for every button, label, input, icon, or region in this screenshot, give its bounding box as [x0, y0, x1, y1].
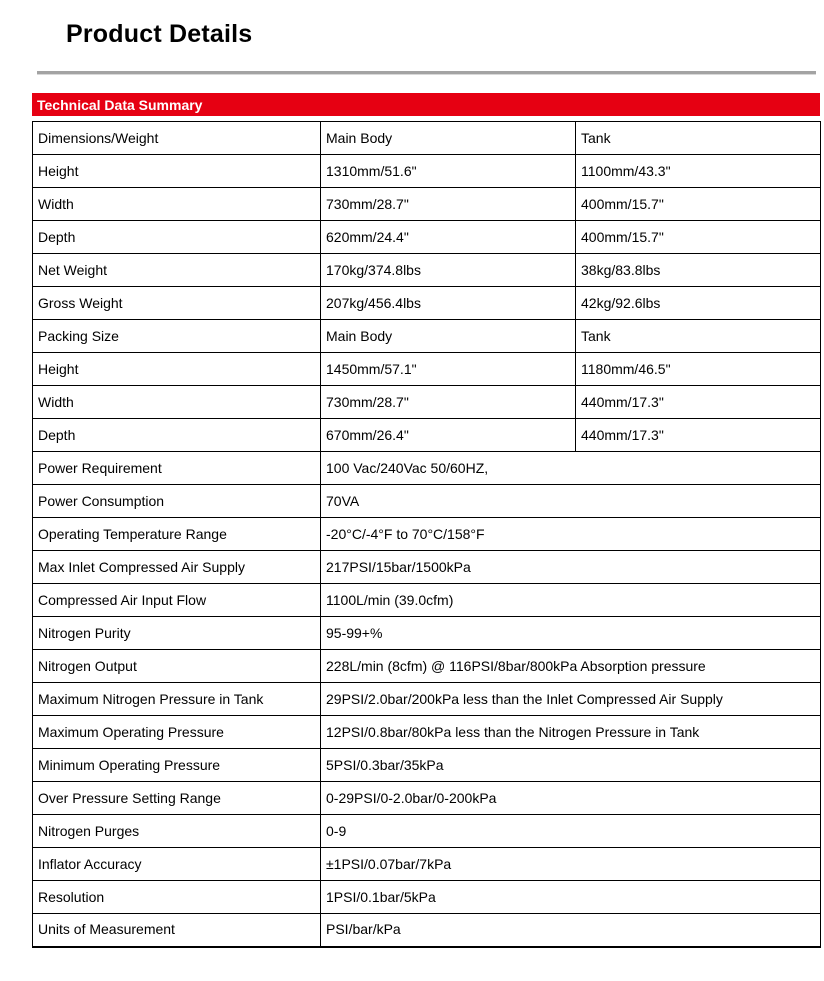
- spec-label-cell: Maximum Operating Pressure: [32, 715, 321, 749]
- spec-value-cell: 1100mm/43.3": [575, 154, 821, 188]
- horizontal-divider: [37, 71, 816, 75]
- spec-label-cell: Resolution: [32, 880, 321, 914]
- spec-label-cell: Width: [32, 187, 321, 221]
- spec-label-cell: Net Weight: [32, 253, 321, 287]
- spec-label-cell: Dimensions/Weight: [32, 121, 321, 155]
- table-row: Depth 670mm/26.4" 440mm/17.3": [32, 418, 821, 452]
- spec-value-cell: 620mm/24.4": [320, 220, 576, 254]
- spec-label-cell: Nitrogen Purges: [32, 814, 321, 848]
- spec-label-cell: Depth: [32, 418, 321, 452]
- spec-label-cell: Width: [32, 385, 321, 419]
- table-row: Maximum Operating Pressure 12PSI/0.8bar/8…: [32, 715, 821, 749]
- table-row: Gross Weight 207kg/456.4lbs 42kg/92.6lbs: [32, 286, 821, 320]
- table-row: Inflator Accuracy ±1PSI/0.07bar/7kPa: [32, 847, 821, 881]
- technical-data-table: Dimensions/Weight Main Body Tank Height 1310…: [32, 121, 821, 948]
- table-row: Height 1310mm/51.6" 1100mm/43.3": [32, 154, 821, 188]
- table-row: Minimum Operating Pressure 5PSI/0.3bar/35…: [32, 748, 821, 782]
- spec-value-cell: PSI/bar/kPa: [320, 913, 821, 947]
- spec-label-cell: Power Consumption: [32, 484, 321, 518]
- table-row: Power Consumption 70VA: [32, 484, 821, 518]
- table-row: Resolution 1PSI/0.1bar/5kPa: [32, 880, 821, 914]
- spec-label-cell: Compressed Air Input Flow: [32, 583, 321, 617]
- spec-value-cell: Main Body: [320, 121, 576, 155]
- table-row: Width 730mm/28.7" 440mm/17.3": [32, 385, 821, 419]
- spec-value-cell: 440mm/17.3": [575, 385, 821, 419]
- spec-label-cell: Units of Measurement: [32, 913, 321, 947]
- spec-value-cell: 95-99+%: [320, 616, 821, 650]
- spec-value-cell: ±1PSI/0.07bar/7kPa: [320, 847, 821, 881]
- table-row: Dimensions/Weight Main Body Tank: [32, 121, 821, 155]
- spec-value-cell: 440mm/17.3": [575, 418, 821, 452]
- spec-value-cell: 400mm/15.7": [575, 220, 821, 254]
- spec-value-cell: Tank: [575, 121, 821, 155]
- spec-value-cell: 42kg/92.6lbs: [575, 286, 821, 320]
- spec-label-cell: Nitrogen Purity: [32, 616, 321, 650]
- table-row: Nitrogen Output 228L/min (8cfm) @ 116PSI/…: [32, 649, 821, 683]
- spec-value-cell: Tank: [575, 319, 821, 353]
- table-row: Over Pressure Setting Range 0-29PSI/0-2.0…: [32, 781, 821, 815]
- spec-label-cell: Minimum Operating Pressure: [32, 748, 321, 782]
- table-row: Power Requirement 100 Vac/240Vac 50/60HZ,: [32, 451, 821, 485]
- spec-value-cell: 1100L/min (39.0cfm): [320, 583, 821, 617]
- spec-label-cell: Nitrogen Output: [32, 649, 321, 683]
- table-row: Nitrogen Purges 0-9: [32, 814, 821, 848]
- table-row: Units of Measurement PSI/bar/kPa: [32, 913, 821, 947]
- table-row: Compressed Air Input Flow 1100L/min (39.0…: [32, 583, 821, 617]
- section-header-bar: Technical Data Summary: [32, 93, 820, 116]
- table-body: Dimensions/Weight Main Body Tank Height 1310…: [32, 121, 821, 947]
- table-row: Max Inlet Compressed Air Supply 217PSI/15…: [32, 550, 821, 584]
- spec-label-cell: Inflator Accuracy: [32, 847, 321, 881]
- page-title: Product Details: [66, 20, 253, 48]
- spec-value-cell: 730mm/28.7": [320, 187, 576, 221]
- spec-label-cell: Depth: [32, 220, 321, 254]
- table-row: Packing Size Main Body Tank: [32, 319, 821, 353]
- spec-label-cell: Height: [32, 154, 321, 188]
- spec-label-cell: Power Requirement: [32, 451, 321, 485]
- table-row: Maximum Nitrogen Pressure in Tank 29PSI/2…: [32, 682, 821, 716]
- spec-value-cell: 70VA: [320, 484, 821, 518]
- spec-value-cell: 400mm/15.7": [575, 187, 821, 221]
- section-header-label: Technical Data Summary: [37, 96, 203, 113]
- spec-value-cell: 100 Vac/240Vac 50/60HZ,: [320, 451, 821, 485]
- spec-value-cell: 38kg/83.8lbs: [575, 253, 821, 287]
- spec-value-cell: 1180mm/46.5": [575, 352, 821, 386]
- table-row: Height 1450mm/57.1" 1180mm/46.5": [32, 352, 821, 386]
- spec-value-cell: -20°C/-4°F to 70°C/158°F: [320, 517, 821, 551]
- spec-value-cell: 5PSI/0.3bar/35kPa: [320, 748, 821, 782]
- spec-value-cell: 207kg/456.4lbs: [320, 286, 576, 320]
- spec-label-cell: Maximum Nitrogen Pressure in Tank: [32, 682, 321, 716]
- spec-value-cell: 0-9: [320, 814, 821, 848]
- spec-label-cell: Over Pressure Setting Range: [32, 781, 321, 815]
- spec-label-cell: Height: [32, 352, 321, 386]
- spec-value-cell: 228L/min (8cfm) @ 116PSI/8bar/800kPa Abs…: [320, 649, 821, 683]
- table-row: Net Weight 170kg/374.8lbs 38kg/83.8lbs: [32, 253, 821, 287]
- table-row: Width 730mm/28.7" 400mm/15.7": [32, 187, 821, 221]
- spec-label-cell: Max Inlet Compressed Air Supply: [32, 550, 321, 584]
- table-row: Operating Temperature Range -20°C/-4°F to…: [32, 517, 821, 551]
- spec-value-cell: 12PSI/0.8bar/80kPa less than the Nitroge…: [320, 715, 821, 749]
- spec-value-cell: Main Body: [320, 319, 576, 353]
- spec-value-cell: 1450mm/57.1": [320, 352, 576, 386]
- spec-label-cell: Operating Temperature Range: [32, 517, 321, 551]
- table-row: Nitrogen Purity 95-99+%: [32, 616, 821, 650]
- spec-label-cell: Gross Weight: [32, 286, 321, 320]
- spec-value-cell: 670mm/26.4": [320, 418, 576, 452]
- spec-value-cell: 730mm/28.7": [320, 385, 576, 419]
- table-row: Depth 620mm/24.4" 400mm/15.7": [32, 220, 821, 254]
- spec-value-cell: 1PSI/0.1bar/5kPa: [320, 880, 821, 914]
- spec-value-cell: 1310mm/51.6": [320, 154, 576, 188]
- spec-value-cell: 29PSI/2.0bar/200kPa less than the Inlet …: [320, 682, 821, 716]
- spec-value-cell: 0-29PSI/0-2.0bar/0-200kPa: [320, 781, 821, 815]
- spec-value-cell: 170kg/374.8lbs: [320, 253, 576, 287]
- spec-value-cell: 217PSI/15bar/1500kPa: [320, 550, 821, 584]
- spec-label-cell: Packing Size: [32, 319, 321, 353]
